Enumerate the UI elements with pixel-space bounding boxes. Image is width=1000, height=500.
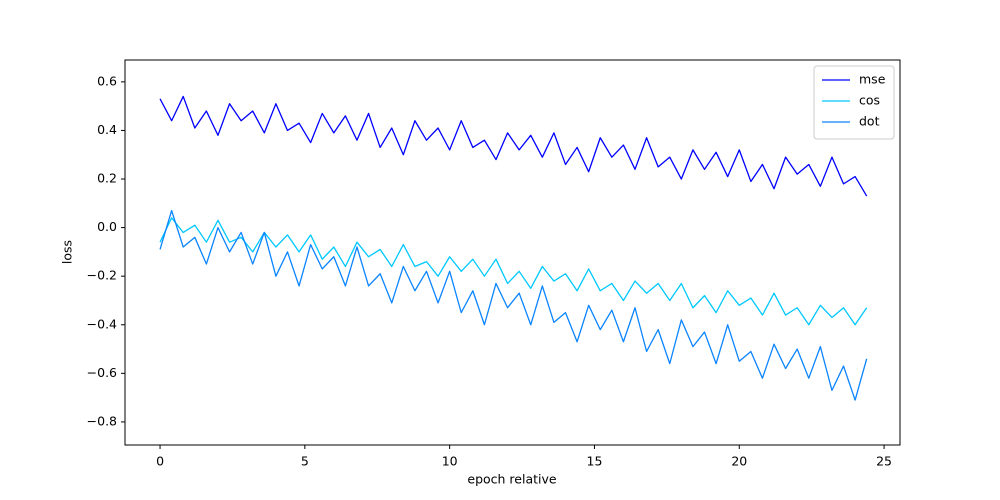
y-tick-label: −0.2 (87, 268, 117, 283)
y-tick-label: 0.0 (97, 219, 117, 234)
line-series (159, 209, 868, 401)
y-tick-label: −0.4 (87, 316, 117, 331)
y-tick-label: −0.6 (87, 365, 117, 380)
legend-label: mse (859, 72, 886, 87)
legend-label: dot (859, 114, 880, 129)
x-tick-label: 0 (156, 454, 164, 469)
line-series (159, 217, 868, 326)
y-tick-label: 0.6 (97, 73, 117, 88)
legend-box (813, 65, 895, 140)
x-tick-label: 20 (731, 454, 747, 469)
y-tick-label: 0.4 (97, 122, 117, 137)
x-tick-label: 15 (587, 454, 603, 469)
y-tick-label: 0.2 (97, 171, 117, 186)
x-tick-label: 5 (301, 454, 309, 469)
x-axis-label: epoch relative (467, 472, 557, 487)
legend-label: cos (859, 93, 880, 108)
x-tick-label: 25 (876, 454, 892, 469)
line-series (159, 95, 868, 197)
y-axis-label: loss (60, 240, 75, 264)
y-tick-label: −0.8 (87, 413, 117, 428)
axes-frame (124, 59, 901, 446)
x-tick-label: 10 (442, 454, 458, 469)
